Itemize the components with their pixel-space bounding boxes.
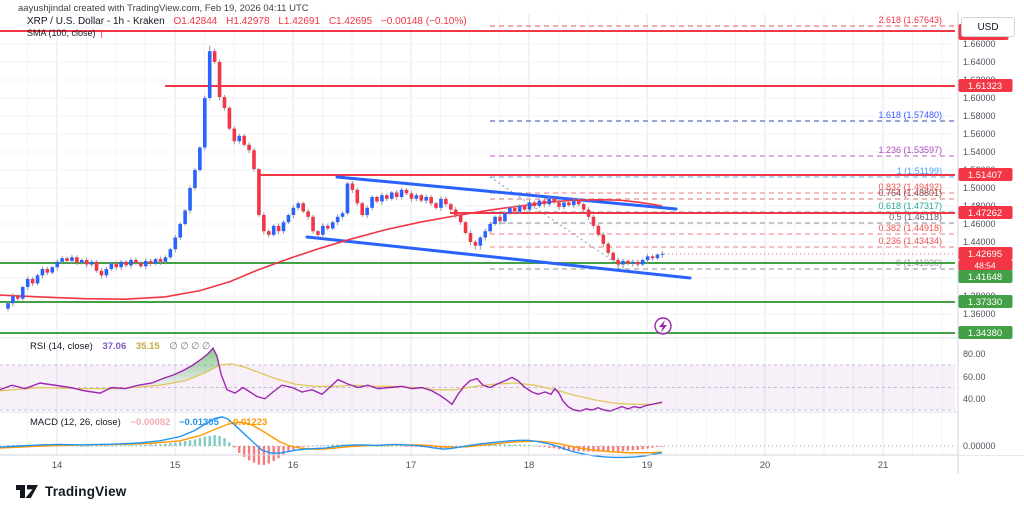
svg-text:1.236 (1.53597): 1.236 (1.53597) [878, 145, 942, 155]
ohlc-open: O1.42844 [173, 16, 218, 27]
svg-text:2.618 (1.67643): 2.618 (1.67643) [878, 15, 942, 25]
svg-text:1.47262: 1.47262 [968, 208, 1002, 219]
macd-signal-value: −0.01223 [227, 417, 268, 428]
macd-histogram-value: −0.00082 [130, 417, 171, 428]
ohlc-change: −0.00148 (−0.10%) [380, 16, 467, 27]
ohlc-low: L1.42691 [278, 16, 321, 27]
svg-text:0.764 (1.48801): 0.764 (1.48801) [878, 188, 942, 198]
symbol-title: XRP / U.S. Dollar - 1h - Kraken [27, 16, 165, 27]
svg-text:14: 14 [52, 460, 63, 471]
rsi-value: 37.06 [102, 341, 127, 352]
svg-text:1.618 (1.57480): 1.618 (1.57480) [878, 110, 942, 120]
svg-text:80.00: 80.00 [963, 349, 986, 359]
tradingview-logo[interactable]: TradingView [15, 483, 126, 500]
tradingview-logo-icon [16, 485, 38, 498]
fib-retracement[interactable]: 2.618 (1.67643) 1.618 (1.57480) 1.236 (1.5… [489, 15, 955, 270]
svg-text:0.236 (1.43434): 0.236 (1.43434) [878, 236, 942, 246]
trendlines[interactable] [305, 175, 692, 280]
svg-text:0.382 (1.44918): 0.382 (1.44918) [878, 223, 942, 233]
rsi-band [0, 364, 955, 411]
pane-separators [0, 337, 1024, 456]
svg-text:1.34380: 1.34380 [968, 328, 1002, 339]
horizontal-levels[interactable] [0, 30, 955, 334]
time-axis[interactable]: 14 15 16 17 18 19 20 21 [52, 460, 889, 471]
rsi-ma-value: 35.15 [135, 341, 160, 352]
svg-text:1.46000: 1.46000 [963, 219, 996, 229]
svg-text:1.60000: 1.60000 [963, 93, 996, 103]
svg-text:1.37330: 1.37330 [968, 297, 1002, 308]
svg-text:16: 16 [288, 460, 299, 471]
chart-canvas[interactable]: 2.618 (1.67643) 1.618 (1.57480) 1.236 (1.5… [0, 0, 1024, 478]
rsi-pane[interactable] [0, 346, 663, 412]
ohlc-close: C1.42695 [328, 16, 373, 27]
macd-value: −0.01305 [178, 417, 219, 428]
svg-text:1.50000: 1.50000 [963, 183, 996, 193]
svg-text:1.54000: 1.54000 [963, 147, 996, 157]
sma-legend: SMA (100, close) | [27, 28, 103, 38]
svg-text:0.618 (1.47317): 0.618 (1.47317) [878, 201, 942, 211]
svg-text:1.44000: 1.44000 [963, 237, 996, 247]
svg-text:18: 18 [524, 460, 535, 471]
svg-text:60.00: 60.00 [963, 372, 986, 382]
svg-text:19: 19 [642, 460, 653, 471]
macd-label: MACD (12, 26, close) [30, 417, 121, 428]
price-badges: 1.61323 1.51407 1.47262 1.4269548:541.41648… [958, 79, 1013, 339]
tradingview-logo-text: TradingView [45, 484, 127, 499]
svg-text:15: 15 [170, 460, 181, 471]
svg-text:20: 20 [760, 460, 771, 471]
svg-text:0.832 (1.49492): 0.832 (1.49492) [878, 182, 942, 192]
sma-label: SMA (100, close) [27, 28, 96, 38]
svg-text:48:54: 48:54 [974, 261, 996, 271]
grid-lines [0, 14, 955, 455]
svg-text:17: 17 [406, 460, 417, 471]
svg-text:0.5 (1.46118): 0.5 (1.46118) [889, 212, 942, 222]
svg-text:1.56000: 1.56000 [963, 129, 996, 139]
symbol-legend: XRP / U.S. Dollar - 1h - Kraken O1.42844… [27, 16, 467, 27]
svg-text:1 (1.51199): 1 (1.51199) [897, 166, 942, 176]
svg-text:1.51407: 1.51407 [968, 170, 1002, 181]
svg-text:1.36000: 1.36000 [963, 309, 996, 319]
svg-text:1.41648: 1.41648 [968, 272, 1002, 283]
sma-value-tick: | [100, 28, 103, 38]
lightning-marker-icon[interactable] [654, 317, 672, 335]
attribution-text: aayushjindal created with TradingView.co… [18, 3, 309, 14]
svg-text:40.00: 40.00 [963, 394, 986, 404]
rsi-label: RSI (14, close) [30, 341, 93, 352]
svg-text:1.61323: 1.61323 [968, 81, 1002, 92]
currency-toggle-button[interactable]: USD [961, 17, 1015, 37]
sma-line[interactable] [0, 198, 663, 300]
ohlc-high: H1.42978 [226, 16, 270, 27]
rsi-legend: RSI (14, close) 37.06 35.15 ∅ ∅ ∅ ∅ [30, 341, 210, 352]
svg-text:1.58000: 1.58000 [963, 111, 996, 121]
svg-text:0.00000: 0.00000 [963, 441, 996, 451]
svg-text:1.42695: 1.42695 [968, 249, 1002, 260]
rsi-hidden-values: ∅ ∅ ∅ ∅ [169, 341, 211, 352]
svg-text:21: 21 [878, 460, 889, 471]
svg-text:1.64000: 1.64000 [963, 57, 996, 67]
candles-layer[interactable] [6, 45, 665, 312]
svg-text:1.66000: 1.66000 [963, 39, 996, 49]
macd-legend: MACD (12, 26, close) −0.00082 −0.01305 −… [30, 417, 267, 428]
